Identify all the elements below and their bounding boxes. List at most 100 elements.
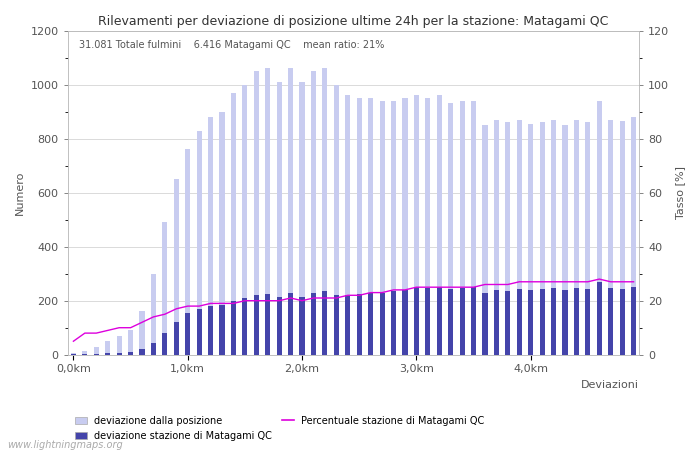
Bar bbox=[379, 292, 385, 355]
Bar bbox=[402, 290, 407, 355]
Bar bbox=[162, 333, 167, 355]
Bar bbox=[391, 291, 396, 355]
Bar bbox=[437, 95, 442, 355]
Bar bbox=[231, 301, 236, 355]
Bar bbox=[437, 287, 442, 355]
Bar bbox=[540, 122, 545, 355]
Bar bbox=[574, 288, 579, 355]
Bar bbox=[402, 98, 407, 355]
Bar bbox=[482, 292, 487, 355]
Bar bbox=[242, 85, 248, 355]
Legend: deviazione dalla posizione, deviazione stazione di Matagami QC, Percentuale staz: deviazione dalla posizione, deviazione s… bbox=[75, 416, 484, 441]
Bar bbox=[105, 353, 111, 355]
Bar bbox=[517, 120, 522, 355]
Title: Rilevamenti per deviazione di posizione ultime 24h per la stazione: Matagami QC: Rilevamenti per deviazione di posizione … bbox=[98, 15, 609, 28]
Bar bbox=[391, 101, 396, 355]
Bar bbox=[585, 122, 590, 355]
Bar bbox=[300, 297, 304, 355]
Bar bbox=[562, 290, 568, 355]
Bar bbox=[311, 292, 316, 355]
Bar bbox=[174, 322, 179, 355]
Bar bbox=[276, 297, 282, 355]
Bar bbox=[368, 292, 373, 355]
Bar bbox=[551, 288, 556, 355]
Bar bbox=[414, 95, 419, 355]
Bar bbox=[197, 130, 202, 355]
Bar bbox=[356, 98, 362, 355]
Bar bbox=[71, 353, 76, 355]
Bar bbox=[379, 101, 385, 355]
Bar bbox=[494, 120, 499, 355]
X-axis label: Deviazioni: Deviazioni bbox=[581, 380, 639, 390]
Bar bbox=[265, 68, 270, 355]
Bar bbox=[128, 352, 133, 355]
Bar bbox=[494, 290, 499, 355]
Bar bbox=[265, 294, 270, 355]
Bar bbox=[208, 306, 213, 355]
Bar bbox=[186, 313, 190, 355]
Bar bbox=[220, 112, 225, 355]
Bar bbox=[448, 289, 453, 355]
Bar bbox=[117, 352, 122, 355]
Bar bbox=[197, 309, 202, 355]
Bar bbox=[128, 330, 133, 355]
Bar bbox=[631, 117, 636, 355]
Bar bbox=[585, 289, 590, 355]
Bar bbox=[300, 82, 304, 355]
Bar bbox=[551, 120, 556, 355]
Y-axis label: Numero: Numero bbox=[15, 171, 25, 215]
Bar bbox=[345, 295, 351, 355]
Bar bbox=[414, 287, 419, 355]
Bar bbox=[254, 295, 259, 355]
Bar bbox=[186, 149, 190, 355]
Bar bbox=[254, 71, 259, 355]
Bar bbox=[311, 71, 316, 355]
Bar bbox=[151, 274, 156, 355]
Bar bbox=[105, 341, 111, 355]
Bar bbox=[162, 222, 167, 355]
Bar bbox=[174, 179, 179, 355]
Bar bbox=[517, 289, 522, 355]
Bar bbox=[448, 104, 453, 355]
Bar bbox=[276, 82, 282, 355]
Bar bbox=[368, 98, 373, 355]
Bar bbox=[620, 121, 624, 355]
Bar bbox=[425, 98, 430, 355]
Bar bbox=[459, 288, 465, 355]
Bar bbox=[528, 124, 533, 355]
Bar bbox=[345, 95, 351, 355]
Bar bbox=[482, 125, 487, 355]
Bar bbox=[596, 101, 602, 355]
Bar bbox=[208, 117, 213, 355]
Text: 31.081 Totale fulmini    6.416 Matagami QC    mean ratio: 21%: 31.081 Totale fulmini 6.416 Matagami QC … bbox=[79, 40, 384, 50]
Bar bbox=[94, 346, 99, 355]
Bar bbox=[139, 311, 145, 355]
Bar bbox=[631, 287, 636, 355]
Bar bbox=[83, 351, 88, 355]
Bar bbox=[83, 354, 88, 355]
Bar bbox=[139, 349, 145, 355]
Bar bbox=[288, 68, 293, 355]
Bar bbox=[574, 120, 579, 355]
Bar bbox=[288, 292, 293, 355]
Bar bbox=[94, 354, 99, 355]
Y-axis label: Tasso [%]: Tasso [%] bbox=[675, 166, 685, 219]
Bar bbox=[459, 101, 465, 355]
Bar bbox=[505, 291, 510, 355]
Bar bbox=[220, 305, 225, 355]
Bar bbox=[471, 287, 476, 355]
Bar bbox=[505, 122, 510, 355]
Bar bbox=[596, 282, 602, 355]
Bar bbox=[334, 85, 339, 355]
Bar bbox=[562, 125, 568, 355]
Bar bbox=[528, 290, 533, 355]
Bar bbox=[620, 289, 624, 355]
Bar bbox=[425, 288, 430, 355]
Bar bbox=[334, 295, 339, 355]
Bar bbox=[242, 298, 248, 355]
Bar bbox=[356, 294, 362, 355]
Bar bbox=[231, 93, 236, 355]
Bar bbox=[322, 68, 328, 355]
Bar bbox=[608, 288, 613, 355]
Bar bbox=[117, 336, 122, 355]
